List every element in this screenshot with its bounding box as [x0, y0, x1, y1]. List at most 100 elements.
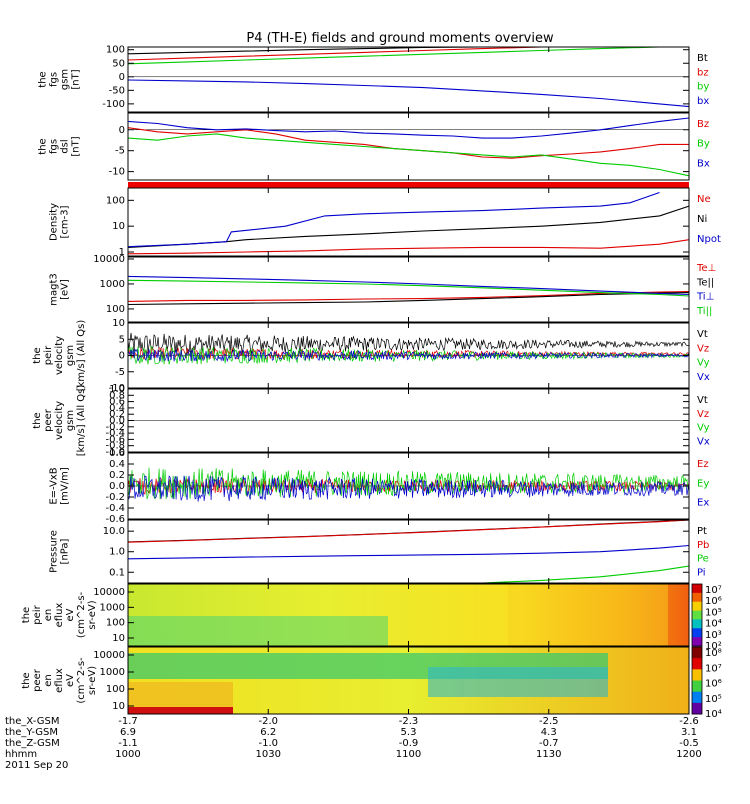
- legend-Ti||: Ti||: [696, 306, 712, 317]
- y-axis-label: peer: [43, 408, 54, 432]
- y-tick-label: 10000: [93, 587, 125, 598]
- y-tick-label: 0.2: [109, 470, 125, 481]
- y-axis-label: eflux: [54, 603, 65, 628]
- panel-efield: 0.60.40.20.0-0.2-0.4-0.6 Ez Ey Ex E=-VxB [mV/…: [49, 448, 710, 525]
- y-tick-label: -0.8: [105, 441, 125, 452]
- y-tick-label: 0.4: [109, 459, 125, 470]
- series-line-Npot: [127, 191, 660, 248]
- y-axis-label: [nT]: [71, 69, 82, 89]
- series-line-Pi: [127, 544, 690, 560]
- panel-pressure: 10.0 1.0 0.1 Pt Pb Pe Pi Pressure [nPa]: [49, 519, 709, 584]
- legend-Pt: Pt: [697, 526, 707, 537]
- y-axis-label: gsm: [65, 410, 76, 431]
- series-line-Ey: [127, 467, 690, 500]
- y-axis-label: fgs: [49, 139, 60, 154]
- y-axis-label: fgs: [49, 72, 60, 87]
- footer-row-label: hhmm: [5, 749, 37, 760]
- y-tick-label: -0.6: [105, 434, 125, 445]
- y-tick-label: -100: [102, 99, 125, 110]
- panel-fgs_dsl: 0 -5 -10 Bz By Bx the fgs dsl [nT]: [38, 112, 710, 181]
- footer-value-hhmm: 1200: [676, 749, 701, 760]
- y-tick-label: 0.1: [109, 567, 125, 578]
- panel-frame: [127, 256, 690, 323]
- y-axis-label: velocity: [54, 401, 65, 440]
- y-axis-label: sr-eV): [87, 600, 98, 629]
- colorbar-swatch: [692, 637, 702, 647]
- y-axis-label: gsm: [60, 69, 71, 90]
- panel-density: 100 10 1 Ne Ni Npot Density [cm-3]: [49, 187, 721, 258]
- series-line-By: [127, 133, 690, 177]
- y-axis-label: [mV/m]: [60, 467, 71, 505]
- footer-value-hhmm: 1100: [396, 749, 421, 760]
- legend-Ey: Ey: [697, 478, 709, 489]
- legend-Ex: Ex: [697, 498, 709, 509]
- y-tick-label: 1000: [100, 279, 125, 290]
- colorbar-swatch: [692, 647, 702, 659]
- footer-value-y: 4.3: [541, 727, 557, 738]
- y-tick-label: 1.0: [109, 384, 125, 395]
- colorbar-label: 10⁶: [705, 596, 722, 607]
- y-tick-label: -0.2: [105, 492, 125, 503]
- panel-peir_vel: 10 5 0 -5 -10 Vt Vz Vy Vx the peir velocity gsm [km/s…: [32, 318, 710, 394]
- y-axis-label: the: [32, 347, 43, 363]
- y-tick-label: 0.6: [109, 448, 125, 459]
- flag-bar: [128, 182, 689, 188]
- colorbar-label: 10⁴: [705, 619, 722, 630]
- colorbar-label: 10⁵: [705, 607, 722, 618]
- footer-value-y: 6.9: [120, 727, 136, 738]
- footer-value-y: 6.2: [260, 727, 276, 738]
- y-axis-label: magt3: [49, 273, 60, 306]
- legend-Pb: Pb: [697, 540, 709, 551]
- panel-frame: [127, 112, 690, 181]
- y-tick-label: -5: [115, 146, 125, 157]
- y-axis-label: [nPa]: [60, 538, 71, 564]
- y-tick-label: 1000: [100, 602, 125, 613]
- y-axis-label: (cm^2-s-: [76, 657, 87, 704]
- series-line-Vt: [127, 332, 690, 355]
- y-tick-label: 0.4: [109, 403, 125, 414]
- colorbar-label: 10⁷: [705, 585, 722, 596]
- legend-Ne: Ne: [697, 194, 711, 205]
- y-axis-label: en: [43, 674, 54, 687]
- colorbar-swatch: [692, 691, 702, 704]
- footer-value-z: -0.7: [539, 738, 559, 749]
- y-tick-label: 10: [112, 701, 125, 712]
- footer-row-label: the_Z-GSM: [5, 738, 60, 749]
- y-axis-label: en: [43, 609, 54, 622]
- y-tick-label: 0: [119, 125, 125, 136]
- colorbar-label: 10⁴: [705, 709, 722, 720]
- y-axis-label: [km/s] (All Qs): [76, 385, 87, 457]
- y-tick-label: 0.2: [109, 409, 125, 420]
- heatmap-electron-red-strip: [128, 707, 233, 714]
- y-tick-label: 100: [106, 684, 125, 695]
- y-tick-label: -50: [109, 85, 125, 96]
- series-line-Ne: [127, 239, 690, 255]
- y-axis-label: Pressure: [49, 530, 60, 573]
- legend-Vt: Vt: [697, 329, 708, 340]
- y-tick-label: 10: [112, 221, 125, 232]
- y-tick-label: 10: [112, 633, 125, 644]
- y-axis-label: E=-VxB: [49, 467, 60, 504]
- legend-Ez: Ez: [697, 459, 709, 470]
- y-axis-label: eV: [65, 608, 76, 621]
- colorbar-swatch: [692, 702, 702, 715]
- colorbar-swatch: [692, 680, 702, 693]
- legend-Vy: Vy: [697, 358, 710, 369]
- colorbar-swatch: [692, 601, 702, 612]
- y-tick-label: 1.0: [109, 547, 125, 558]
- y-axis-label: [cm-3]: [60, 205, 71, 238]
- series-line-Ex: [127, 475, 690, 502]
- legend-By: By: [697, 139, 710, 150]
- series-line-Bx: [127, 117, 690, 139]
- y-axis-label: the: [21, 607, 32, 623]
- y-tick-label: 100: [106, 304, 125, 315]
- y-tick-label: -0.4: [105, 428, 125, 439]
- footer-value-z: -0.9: [399, 738, 419, 749]
- y-axis-label: the: [38, 138, 49, 154]
- y-tick-label: -0.2: [105, 422, 125, 433]
- legend-Npot: Npot: [697, 234, 721, 245]
- y-tick-label: 1: [119, 247, 125, 258]
